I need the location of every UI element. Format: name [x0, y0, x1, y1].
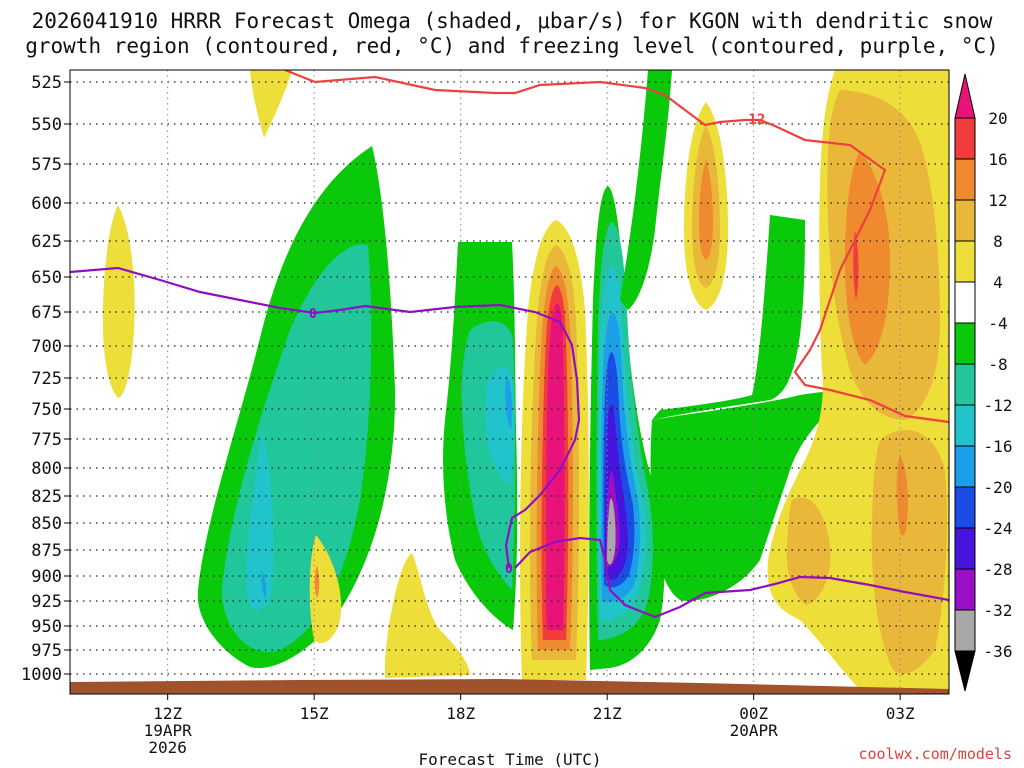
freezing-level-contour [70, 266, 581, 569]
colorbar-swatch [954, 527, 976, 570]
colorbar: 20 16 12 8 4 -4 -8 -12 -16 -20 -24 -28 -32 -36 [954, 73, 1013, 692]
y-tick-label: 825 [31, 487, 62, 507]
y-tick-label: 800 [31, 459, 62, 479]
x-tick-label: 18Z [446, 704, 475, 723]
colorbar-swatch [954, 650, 976, 692]
x-tick-label: 03Z [886, 704, 915, 723]
omega-area [505, 375, 512, 430]
colorbar-swatch [954, 240, 976, 283]
colorbar-label: -8 [988, 355, 1007, 374]
colorbar-label: -28 [984, 560, 1013, 579]
freezing-level-contour [514, 536, 949, 619]
y-tick-label: 1000 [21, 665, 62, 685]
y-tick-label: 975 [31, 641, 62, 661]
omega-area [620, 70, 672, 310]
colorbar-label: -4 [988, 314, 1007, 333]
plot-area: -12 0 0 [70, 70, 949, 694]
y-tick-label: 700 [31, 337, 62, 357]
y-tick-label: 875 [31, 541, 62, 561]
y-tick-label: 550 [31, 115, 62, 135]
y-tick-label: 600 [31, 194, 62, 214]
freezing-level-label: 0 [309, 307, 317, 322]
colorbar-swatch [954, 158, 976, 201]
omega-area [314, 565, 320, 598]
y-tick-label: 850 [31, 514, 62, 534]
colorbar-label: -24 [984, 519, 1013, 538]
colorbar-swatch [954, 322, 976, 365]
y-tick-label: 725 [31, 369, 62, 389]
colorbar-label: -36 [984, 642, 1013, 661]
chart-title-line2: growth region (contoured, red, °C) and f… [25, 34, 999, 58]
y-tick-label: 775 [31, 430, 62, 450]
colorbar-label: -12 [984, 396, 1013, 415]
colorbar-swatch [954, 445, 976, 488]
colorbar-label: 4 [993, 273, 1003, 292]
omega-area [845, 150, 890, 365]
credit-text: coolwx.com/models [858, 745, 1012, 763]
omega-area [545, 303, 565, 630]
omega-area [871, 430, 947, 674]
colorbar-swatch [954, 404, 976, 447]
omega-area [650, 391, 841, 601]
x-axis-title: Forecast Time (UTC) [418, 750, 601, 768]
omega-area [652, 215, 805, 420]
x-tick-label: 00Z [739, 704, 768, 723]
omega-shading [102, 70, 949, 694]
x-tick-label: 15Z [300, 704, 329, 723]
colorbar-swatch [954, 568, 976, 611]
omega-area [102, 205, 135, 398]
omega-area [853, 230, 859, 300]
colorbar-swatch [954, 117, 976, 160]
x-tick-label: 12Z [153, 704, 182, 723]
x-tick-date: 19APR [144, 721, 193, 740]
omega-area [309, 535, 342, 644]
colorbar-label: 8 [993, 232, 1003, 251]
colorbar-swatch [954, 609, 976, 652]
dendritic-contour [284, 70, 949, 424]
omega-area [607, 498, 616, 565]
x-tick-date: 20APR [730, 721, 779, 740]
colorbar-label: 16 [988, 150, 1007, 169]
colorbar-label: -32 [984, 601, 1013, 620]
colorbar-swatch [954, 281, 976, 324]
y-tick-label: 675 [31, 303, 62, 323]
chart-title-line1: 2026041910 HRRR Forecast Omega (shaded, … [32, 9, 993, 33]
x-tick-year: 2026 [148, 738, 187, 757]
y-axis: 525 550 575 600 625 650 675 700 725 750 775 800 825 8… [21, 73, 70, 685]
y-tick-label: 525 [31, 73, 62, 93]
colorbar-label: -16 [984, 437, 1013, 456]
colorbar-label: 20 [988, 109, 1007, 128]
y-tick-label: 950 [31, 617, 62, 637]
y-tick-label: 750 [31, 400, 62, 420]
omega-area [385, 553, 470, 678]
omega-area [699, 160, 713, 260]
y-tick-label: 625 [31, 232, 62, 252]
terrain [70, 679, 949, 694]
freezing-level-label: 0 [505, 562, 513, 577]
y-tick-label: 900 [31, 567, 62, 587]
omega-area [261, 570, 267, 598]
colorbar-swatch [954, 486, 976, 529]
omega-area [246, 430, 274, 610]
colorbar-swatch [954, 73, 976, 119]
omega-area [250, 70, 292, 138]
dendritic-contour-label: -12 [740, 112, 765, 128]
colorbar-swatch [954, 199, 976, 242]
colorbar-label: -20 [984, 478, 1013, 497]
y-tick-label: 575 [31, 155, 62, 175]
y-tick-label: 650 [31, 268, 62, 288]
colorbar-swatch [954, 363, 976, 406]
plot-frame [69, 69, 950, 695]
y-tick-label: 925 [31, 592, 62, 612]
colorbar-label: 12 [988, 191, 1007, 210]
x-tick-label: 21Z [593, 704, 622, 723]
